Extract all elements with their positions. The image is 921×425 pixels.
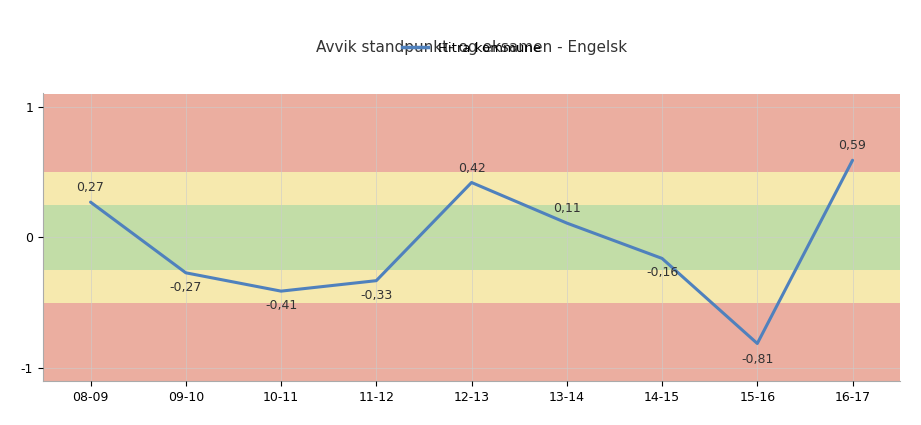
Text: -0,41: -0,41 (265, 299, 297, 312)
Bar (43, 303, 900, 382)
Title: Avvik standpunkt- og eksamen - Engelsk: Avvik standpunkt- og eksamen - Engelsk (316, 40, 627, 55)
Text: 0,59: 0,59 (839, 139, 867, 153)
Text: -0,33: -0,33 (360, 289, 392, 301)
Legend: Hitra kommune: Hitra kommune (396, 37, 547, 60)
Bar (43, 94, 900, 172)
Bar (43, 270, 900, 303)
Text: -0,81: -0,81 (741, 353, 774, 366)
Text: 0,42: 0,42 (458, 162, 485, 175)
Text: -0,27: -0,27 (169, 280, 202, 294)
Text: 0,11: 0,11 (553, 202, 580, 215)
Text: -0,16: -0,16 (646, 266, 678, 279)
Text: 0,27: 0,27 (76, 181, 104, 194)
Bar (43, 172, 900, 205)
Bar (43, 205, 900, 270)
